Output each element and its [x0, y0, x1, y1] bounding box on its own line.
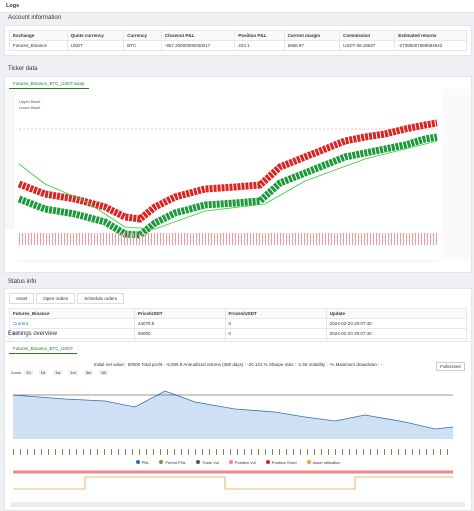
legend-item[interactable]: Position Short	[265, 460, 297, 465]
legend-swatch	[135, 460, 140, 464]
earnings-card: Futures_Binance_BTC_USDT Initial net val…	[4, 341, 472, 511]
legend-item[interactable]: PNL	[135, 460, 150, 465]
tab[interactable]: Futures_Binance_BTC_USDT	[9, 344, 78, 354]
legend-swatch	[195, 460, 200, 464]
cell: 50000	[133, 328, 226, 339]
column-header: Frozen/USDT	[224, 308, 327, 319]
account-table: Exchange Quote currency Currency Closeout P…	[9, 30, 467, 51]
column-header: Position P&L	[234, 30, 285, 41]
pnl-line	[12, 390, 454, 430]
zoom-bar: Zoom 1h 1d 1w 1m 3m All	[11, 370, 111, 375]
column-header: Commission	[339, 30, 396, 41]
column-header: Closeout P&L	[160, 30, 236, 41]
legend-label: Position Vol	[234, 460, 256, 465]
legend-swatch	[306, 460, 311, 464]
summary: Initial net value : 50000 Total profit :…	[93, 362, 383, 367]
cell: Current	[9, 318, 135, 329]
navigator[interactable]	[11, 502, 465, 507]
column-header: Currency	[123, 30, 162, 41]
zoom-button[interactable]: 1h	[24, 370, 33, 375]
tab[interactable]: Schedule orders	[77, 293, 125, 304]
tab[interactable]: Asset	[9, 293, 35, 304]
legend-item: Lower Band	[19, 105, 41, 110]
ticker-card: Futures_Binance_BTC_USDT.swap Upper Band…	[4, 76, 472, 273]
legend-swatch	[159, 460, 164, 464]
cell: Futures_Binance	[9, 40, 68, 51]
column-header: Quote currency	[66, 30, 125, 41]
legend-item[interactable]: Period PNL	[159, 460, 186, 465]
cell: 2024-02-20 20:07:40	[325, 318, 468, 329]
cell: 224.1	[234, 40, 285, 51]
y-axis	[441, 89, 471, 259]
ma-line	[18, 140, 438, 230]
cell: -27395007569684642	[394, 40, 467, 51]
legend: PNL Period PNL Trade Vol Position Vol Positi…	[5, 460, 471, 465]
fullscreen-button[interactable]: Fullscreen	[436, 362, 465, 371]
cell: USDT	[66, 40, 125, 51]
cell: 0	[224, 318, 327, 329]
zoom-button[interactable]: 1d	[38, 370, 48, 375]
cell: 5968.97	[283, 40, 341, 51]
utilization-line	[13, 476, 453, 490]
column-header: Update	[325, 308, 468, 319]
logs-title[interactable]: Logs	[6, 3, 20, 9]
legend-swatch	[228, 460, 233, 464]
tabs: Asset Open orders Schedule orders	[9, 293, 467, 304]
legend-item[interactable]: Asset utilization	[306, 460, 341, 465]
cell: -967.20000000000017	[160, 40, 236, 51]
header-row: Futures_Binance Price/USDT Frozen/USDT Upda…	[9, 308, 468, 319]
section-title: Earnings overview	[8, 331, 58, 337]
legend-label: PNL	[141, 460, 150, 465]
top-bar: Logs	[0, 0, 474, 13]
legend-label: Period PNL	[165, 460, 186, 465]
column-header: Estimated returns	[394, 30, 467, 41]
legend-item[interactable]: Position Vol	[228, 460, 256, 465]
legend-item: Upper Band	[19, 99, 41, 104]
legend-label: Position Short	[271, 460, 297, 465]
price-chart	[5, 89, 471, 262]
section-title: Account information	[8, 15, 62, 21]
row: Futures_Binance USDT BTC -967.2000000000001…	[9, 40, 467, 51]
column-header: Current margin	[283, 30, 341, 41]
tab[interactable]: Open orders	[36, 293, 76, 304]
section-title: Status info	[8, 279, 37, 285]
header-row: Exchange Quote currency Currency Closeout P…	[9, 30, 467, 41]
zoom-label: Zoom	[11, 370, 22, 375]
cell: USDT 68.18537	[339, 40, 396, 51]
section-title: Ticker data	[8, 66, 38, 72]
row: Init 50000 0 2024-02-20 20:07:40	[9, 328, 468, 339]
legend-label: Trade Vol	[201, 460, 219, 465]
legend-item[interactable]: Trade Vol	[195, 460, 219, 465]
legend-label: Asset utilization	[312, 460, 341, 465]
zoom-button[interactable]: 1w	[53, 370, 63, 375]
column-header: Exchange	[9, 30, 68, 41]
pnl-area	[13, 391, 453, 439]
cell: 0	[224, 328, 327, 339]
upper-candles	[17, 119, 438, 223]
earnings-chart	[12, 390, 454, 490]
row: Current 44079.5 0 2024-02-20 20:07:40	[9, 318, 468, 329]
lower-candles	[17, 133, 438, 239]
cell: 44079.5	[133, 318, 226, 329]
cell: 2024-02-20 20:07:40	[325, 328, 468, 339]
account-card: Exchange Quote currency Currency Closeout P…	[4, 25, 472, 56]
column-header: Price/USDT	[133, 308, 226, 319]
zoom-button[interactable]: 3m	[83, 370, 94, 375]
toolbar	[5, 89, 15, 229]
zoom-button[interactable]: All	[99, 370, 108, 375]
tab[interactable]: Futures_Binance_BTC_USDT.swap	[9, 79, 89, 89]
column-header: Futures_Binance	[9, 308, 135, 319]
zoom-button[interactable]: 1m	[68, 370, 78, 375]
cell: BTC	[123, 40, 162, 51]
legend-swatch	[265, 460, 270, 464]
